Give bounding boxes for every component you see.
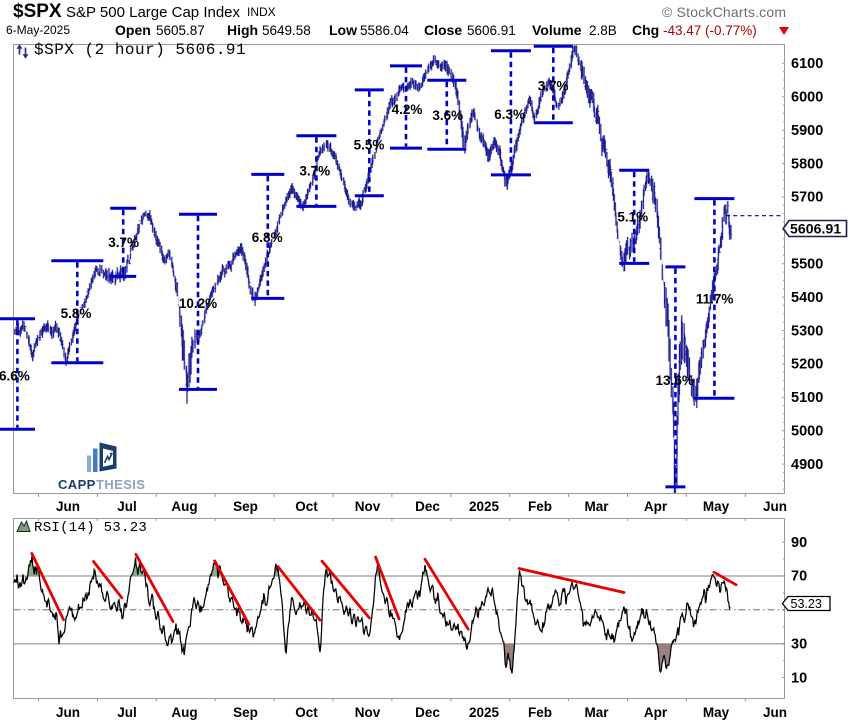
svg-text:Nov: Nov [355, 499, 381, 514]
svg-text:Jun: Jun [56, 705, 80, 720]
svg-text:6100: 6100 [791, 56, 823, 72]
svg-text:Aug: Aug [171, 705, 197, 720]
svg-text:RSI(14) 53.23: RSI(14) 53.23 [34, 520, 147, 536]
svg-text:5.8%: 5.8% [61, 306, 92, 321]
svg-text:Apr: Apr [644, 705, 668, 720]
svg-text:Volume: Volume [532, 22, 582, 38]
svg-text:Sep: Sep [233, 705, 258, 720]
svg-text:2025: 2025 [469, 499, 500, 514]
svg-text:30: 30 [791, 636, 807, 652]
svg-text:Dec: Dec [415, 705, 440, 720]
svg-text:Jul: Jul [117, 499, 137, 514]
svg-text:Chg: Chg [632, 22, 659, 38]
svg-text:-43.47 (-0.77%): -43.47 (-0.77%) [663, 23, 757, 38]
svg-text:6.6%: 6.6% [0, 369, 30, 384]
svg-text:3.7%: 3.7% [108, 235, 139, 250]
svg-text:Feb: Feb [528, 705, 552, 720]
svg-text:S&P 500 Large Cap Index: S&P 500 Large Cap Index [66, 4, 241, 21]
svg-text:© StockCharts.com: © StockCharts.com [662, 4, 786, 20]
svg-text:4900: 4900 [791, 457, 823, 473]
svg-text:Jun: Jun [56, 499, 80, 514]
svg-text:CAPP: CAPP [58, 477, 96, 492]
svg-text:5800: 5800 [791, 156, 823, 172]
svg-text:High: High [227, 22, 258, 38]
svg-text:10.2%: 10.2% [179, 296, 217, 311]
svg-text:6000: 6000 [791, 90, 823, 106]
svg-text:90: 90 [791, 535, 807, 551]
svg-text:Feb: Feb [528, 499, 552, 514]
svg-text:May: May [703, 499, 730, 514]
svg-text:Nov: Nov [355, 705, 381, 720]
svg-text:4.2%: 4.2% [392, 102, 423, 117]
svg-text:May: May [703, 705, 730, 720]
svg-text:Oct: Oct [295, 499, 318, 514]
svg-text:5586.04: 5586.04 [360, 23, 409, 38]
svg-text:2.8B: 2.8B [589, 23, 617, 38]
svg-text:53.23: 53.23 [791, 597, 822, 611]
svg-text:$SPX (2 hour) 5606.91: $SPX (2 hour) 5606.91 [34, 41, 246, 59]
svg-text:3.7%: 3.7% [299, 163, 330, 178]
svg-text:Oct: Oct [295, 705, 318, 720]
svg-text:Jun: Jun [763, 499, 787, 514]
svg-text:13.6%: 13.6% [656, 373, 694, 388]
svg-text:Aug: Aug [171, 499, 197, 514]
svg-text:Dec: Dec [415, 499, 440, 514]
svg-text:Jul: Jul [117, 705, 137, 720]
svg-text:Open: Open [115, 22, 151, 38]
svg-text:5000: 5000 [791, 424, 823, 440]
svg-text:5649.58: 5649.58 [262, 23, 311, 38]
svg-text:Jun: Jun [763, 705, 787, 720]
svg-text:5.5%: 5.5% [354, 137, 385, 152]
svg-text:5200: 5200 [791, 357, 823, 373]
svg-text:5700: 5700 [791, 190, 823, 206]
svg-text:5300: 5300 [791, 323, 823, 339]
svg-text:THESIS: THESIS [96, 477, 145, 492]
svg-text:Mar: Mar [584, 499, 609, 514]
svg-text:5400: 5400 [791, 290, 823, 306]
svg-text:5606.91: 5606.91 [467, 23, 516, 38]
svg-text:6.8%: 6.8% [252, 230, 283, 245]
svg-text:INDX: INDX [247, 5, 276, 19]
svg-text:5.1%: 5.1% [617, 210, 648, 225]
svg-text:Apr: Apr [644, 499, 668, 514]
svg-text:5100: 5100 [791, 390, 823, 406]
svg-text:2025: 2025 [469, 705, 500, 720]
svg-text:5900: 5900 [791, 123, 823, 139]
svg-text:5500: 5500 [791, 257, 823, 273]
svg-text:3.7%: 3.7% [538, 79, 569, 94]
svg-text:$SPX: $SPX [13, 1, 62, 22]
svg-text:Mar: Mar [584, 705, 609, 720]
svg-text:Sep: Sep [233, 499, 258, 514]
svg-text:5605.87: 5605.87 [156, 23, 205, 38]
svg-text:10: 10 [791, 670, 807, 686]
svg-text:5606.91: 5606.91 [790, 221, 841, 237]
svg-text:Low: Low [329, 22, 357, 38]
svg-text:3.6%: 3.6% [432, 108, 463, 123]
svg-text:Close: Close [424, 22, 462, 38]
svg-text:11.7%: 11.7% [696, 291, 734, 306]
svg-text:6-May-2025: 6-May-2025 [6, 23, 70, 37]
svg-text:6.3%: 6.3% [494, 107, 525, 122]
svg-text:70: 70 [791, 569, 807, 585]
